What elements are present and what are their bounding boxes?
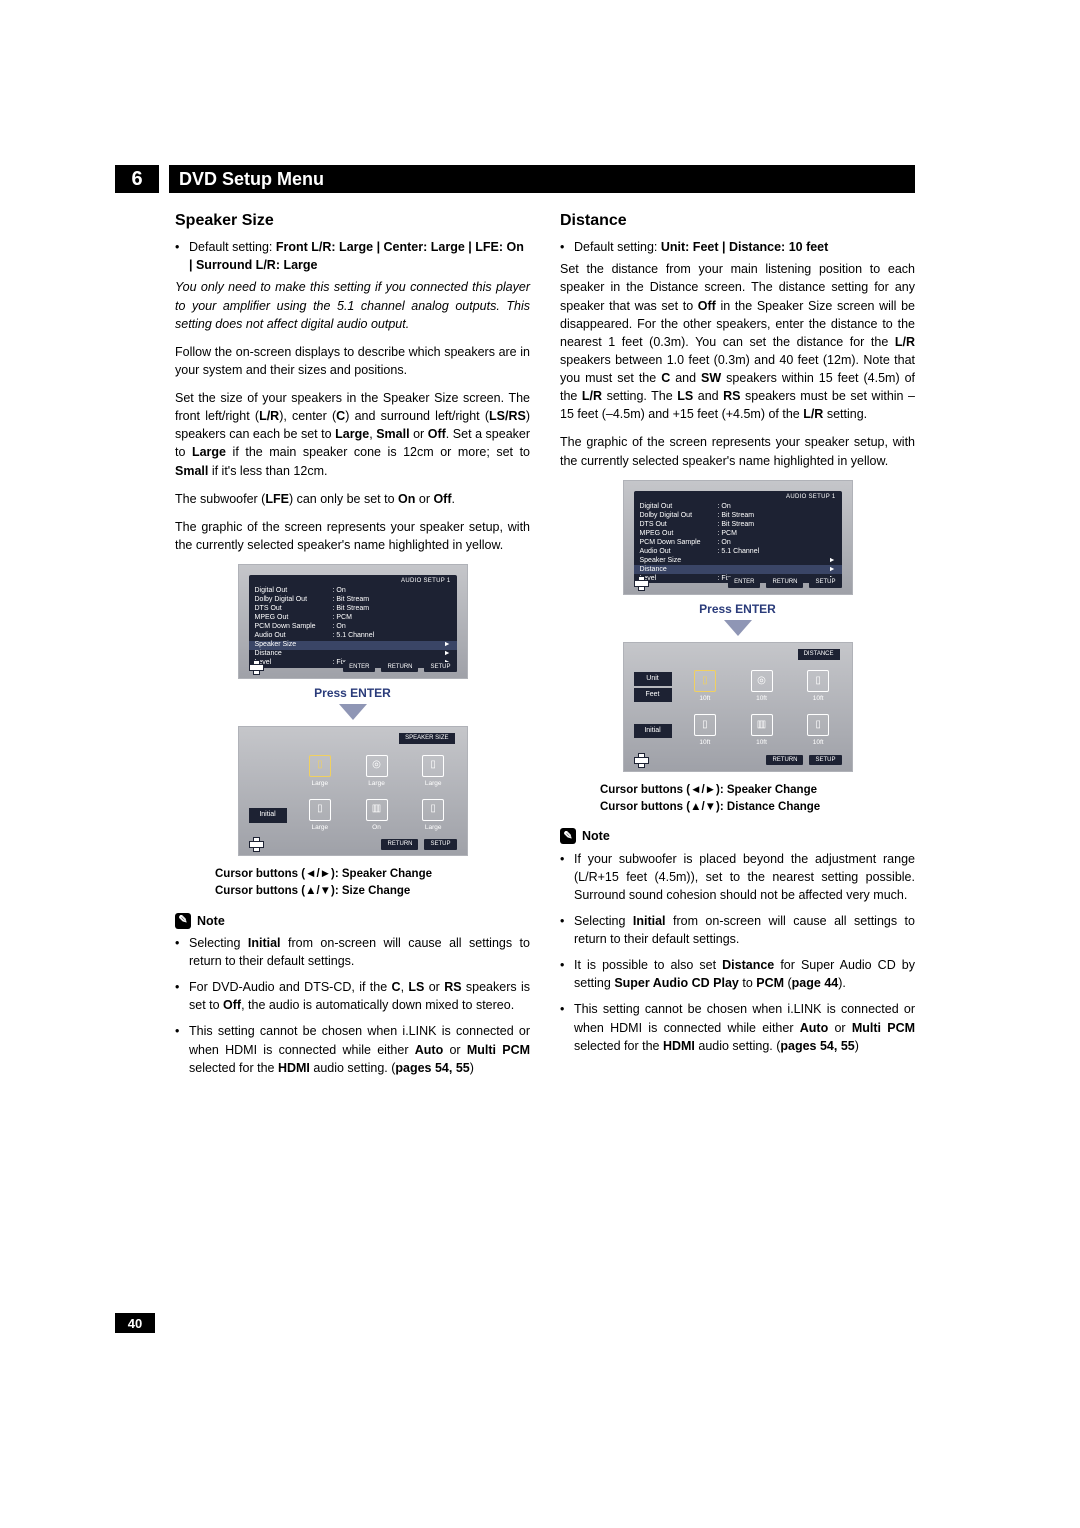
dpad-icon	[634, 753, 648, 767]
note-header-right: ✎ Note	[560, 827, 915, 845]
notes-left: •Selecting Initial from on-screen will c…	[175, 934, 530, 1077]
caption-right: Cursor buttons (◄/►): Speaker Change Cur…	[600, 782, 915, 815]
dpad-icon	[249, 660, 263, 674]
down-arrow-icon	[724, 620, 752, 636]
distance-heading: Distance	[560, 209, 915, 232]
left-p3: Set the size of your speakers in the Spe…	[175, 389, 530, 480]
osd-audio-setup-right: AUDIO SETUP 1Digital Out: OnDolby Digita…	[623, 480, 853, 595]
press-enter-left: Press ENTER	[175, 685, 530, 702]
caption-left: Cursor buttons (◄/►): Speaker Change Cur…	[215, 866, 530, 899]
left-p2: Follow the on-screen displays to describ…	[175, 343, 530, 379]
note-header-left: ✎ Note	[175, 912, 530, 930]
dpad-icon	[249, 837, 263, 851]
notes-right: •If your subwoofer is placed beyond the …	[560, 850, 915, 1055]
left-column: Speaker Size • Default setting: Front L/…	[175, 209, 530, 1085]
columns: Speaker Size • Default setting: Front L/…	[115, 209, 915, 1085]
right-p2: The graphic of the screen represents you…	[560, 433, 915, 469]
press-enter-right: Press ENTER	[560, 601, 915, 618]
default-setting-left: • Default setting: Front L/R: Large | Ce…	[175, 238, 530, 274]
osd-distance: DISTANCE UnitFeet▯10ft◎10ft▯10ftInitial▯…	[623, 642, 853, 772]
page-content: 6 DVD Setup Menu Speaker Size • Default …	[115, 165, 915, 1085]
chapter-number: 6	[115, 168, 159, 191]
osd-speaker-size: SPEAKER SIZE ▯Large◎Large▯LargeInitial▯L…	[238, 726, 468, 856]
chapter-bar: 6 DVD Setup Menu	[115, 165, 915, 193]
down-arrow-icon	[339, 704, 367, 720]
pencil-icon: ✎	[560, 828, 576, 844]
speaker-size-heading: Speaker Size	[175, 209, 530, 232]
right-p1: Set the distance from your main listenin…	[560, 260, 915, 423]
pencil-icon: ✎	[175, 913, 191, 929]
left-p5: The graphic of the screen represents you…	[175, 518, 530, 554]
page-number: 40	[115, 1313, 155, 1333]
chapter-title: DVD Setup Menu	[169, 169, 324, 190]
osd-audio-setup-left: AUDIO SETUP 1Digital Out: OnDolby Digita…	[238, 564, 468, 679]
dpad-icon	[634, 576, 648, 590]
left-p1: You only need to make this setting if yo…	[175, 278, 530, 332]
right-column: Distance • Default setting: Unit: Feet |…	[560, 209, 915, 1085]
left-p4: The subwoofer (LFE) can only be set to O…	[175, 490, 530, 508]
default-setting-right: • Default setting: Unit: Feet | Distance…	[560, 238, 915, 256]
